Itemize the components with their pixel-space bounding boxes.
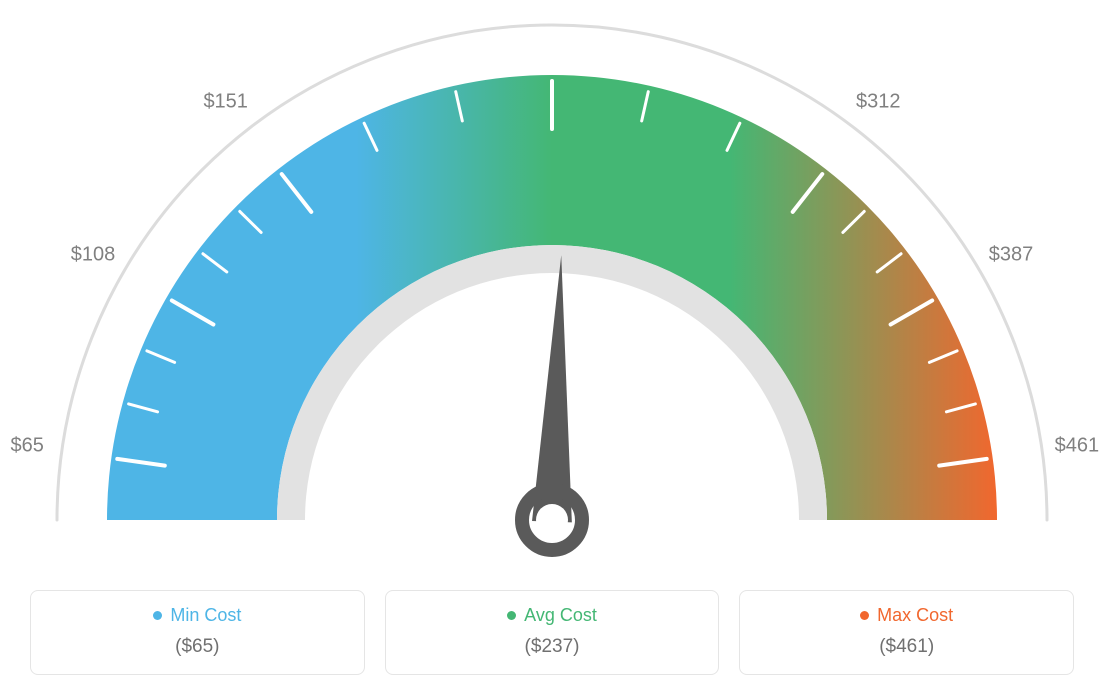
dot-icon <box>153 611 162 620</box>
legend-label: Min Cost <box>170 605 241 626</box>
gauge-tick-label: $387 <box>989 244 1034 267</box>
legend-label-row: Max Cost <box>740 605 1073 626</box>
dot-icon <box>507 611 516 620</box>
legend-value: ($65) <box>31 636 364 658</box>
legend-value: ($237) <box>386 636 719 658</box>
gauge-tick-label: $151 <box>203 91 248 114</box>
gauge-tick-label: $65 <box>10 435 43 458</box>
legend-card-max: Max Cost ($461) <box>739 590 1074 675</box>
gauge-area: $65 $108 $151 $237 $312 $387 $461 <box>0 0 1104 575</box>
gauge-tick-label: $108 <box>71 244 116 267</box>
legend-label: Avg Cost <box>524 605 597 626</box>
legend-value: ($461) <box>740 636 1073 658</box>
legend-row: Min Cost ($65) Avg Cost ($237) Max Cost … <box>30 590 1074 675</box>
legend-card-avg: Avg Cost ($237) <box>385 590 720 675</box>
legend-card-min: Min Cost ($65) <box>30 590 365 675</box>
dot-icon <box>860 611 869 620</box>
cost-gauge-chart: $65 $108 $151 $237 $312 $387 $461 Min Cost ($6… <box>0 0 1104 690</box>
legend-label: Max Cost <box>877 605 953 626</box>
gauge-tick-label: $237 <box>530 0 575 2</box>
gauge-svg <box>0 0 1104 575</box>
legend-label-row: Avg Cost <box>386 605 719 626</box>
legend-label-row: Min Cost <box>31 605 364 626</box>
gauge-tick-label: $461 <box>1055 435 1100 458</box>
gauge-tick-label: $312 <box>856 91 901 114</box>
